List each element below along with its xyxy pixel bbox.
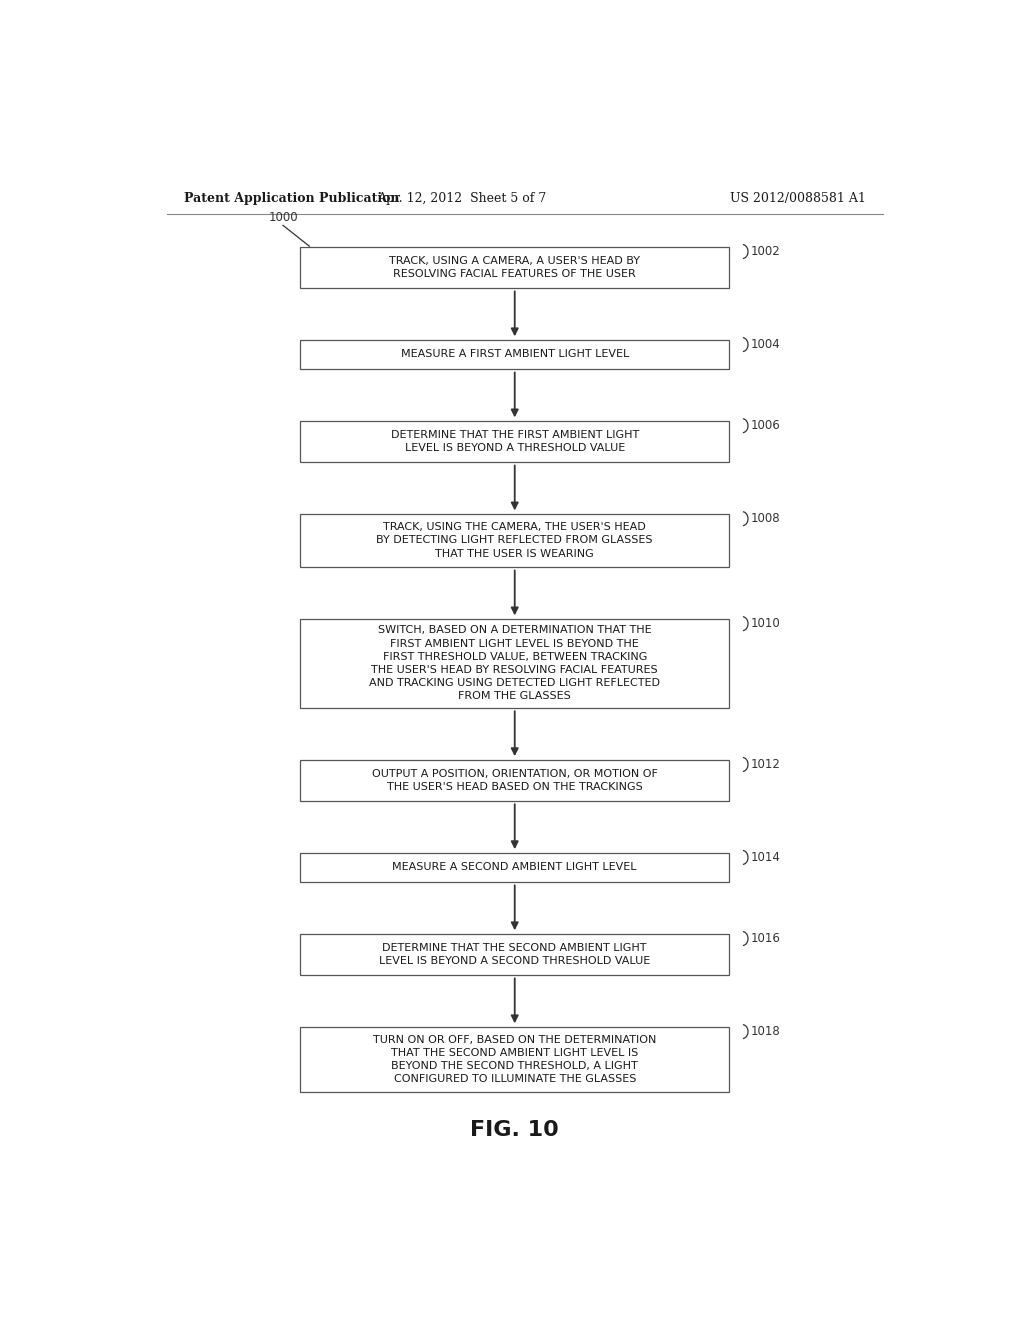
Text: FIG. 10: FIG. 10 bbox=[470, 1121, 559, 1140]
Text: 1014: 1014 bbox=[751, 851, 781, 865]
Bar bbox=[300, 760, 729, 801]
Text: 1016: 1016 bbox=[751, 932, 781, 945]
Bar bbox=[300, 1027, 729, 1092]
Text: 1008: 1008 bbox=[751, 512, 780, 525]
Text: SWITCH, BASED ON A DETERMINATION THAT THE
FIRST AMBIENT LIGHT LEVEL IS BEYOND TH: SWITCH, BASED ON A DETERMINATION THAT TH… bbox=[370, 626, 660, 701]
Text: OUTPUT A POSITION, ORIENTATION, OR MOTION OF
THE USER'S HEAD BASED ON THE TRACKI: OUTPUT A POSITION, ORIENTATION, OR MOTIO… bbox=[372, 768, 657, 792]
Text: 1006: 1006 bbox=[751, 420, 781, 432]
Bar bbox=[300, 935, 729, 974]
Bar bbox=[300, 513, 729, 566]
Text: 1012: 1012 bbox=[751, 758, 781, 771]
Text: Apr. 12, 2012  Sheet 5 of 7: Apr. 12, 2012 Sheet 5 of 7 bbox=[377, 191, 546, 205]
Text: TRACK, USING THE CAMERA, THE USER'S HEAD
BY DETECTING LIGHT REFLECTED FROM GLASS: TRACK, USING THE CAMERA, THE USER'S HEAD… bbox=[377, 523, 653, 558]
Text: DETERMINE THAT THE FIRST AMBIENT LIGHT
LEVEL IS BEYOND A THRESHOLD VALUE: DETERMINE THAT THE FIRST AMBIENT LIGHT L… bbox=[390, 430, 639, 453]
Text: MEASURE A FIRST AMBIENT LIGHT LEVEL: MEASURE A FIRST AMBIENT LIGHT LEVEL bbox=[400, 350, 629, 359]
Bar bbox=[300, 341, 729, 368]
Text: MEASURE A SECOND AMBIENT LIGHT LEVEL: MEASURE A SECOND AMBIENT LIGHT LEVEL bbox=[392, 862, 637, 873]
Text: 1010: 1010 bbox=[751, 618, 781, 630]
Bar bbox=[300, 853, 729, 882]
Bar bbox=[300, 619, 729, 708]
Text: TURN ON OR OFF, BASED ON THE DETERMINATION
THAT THE SECOND AMBIENT LIGHT LEVEL I: TURN ON OR OFF, BASED ON THE DETERMINATI… bbox=[373, 1035, 656, 1084]
Text: US 2012/0088581 A1: US 2012/0088581 A1 bbox=[730, 191, 866, 205]
Text: DETERMINE THAT THE SECOND AMBIENT LIGHT
LEVEL IS BEYOND A SECOND THRESHOLD VALUE: DETERMINE THAT THE SECOND AMBIENT LIGHT … bbox=[379, 942, 650, 966]
Text: TRACK, USING A CAMERA, A USER'S HEAD BY
RESOLVING FACIAL FEATURES OF THE USER: TRACK, USING A CAMERA, A USER'S HEAD BY … bbox=[389, 256, 640, 279]
Text: 1018: 1018 bbox=[751, 1026, 781, 1038]
Bar bbox=[300, 247, 729, 288]
Text: 1004: 1004 bbox=[751, 338, 781, 351]
Text: 1000: 1000 bbox=[269, 211, 299, 224]
Bar bbox=[300, 421, 729, 462]
Text: 1002: 1002 bbox=[751, 246, 781, 259]
Text: Patent Application Publication: Patent Application Publication bbox=[183, 191, 399, 205]
